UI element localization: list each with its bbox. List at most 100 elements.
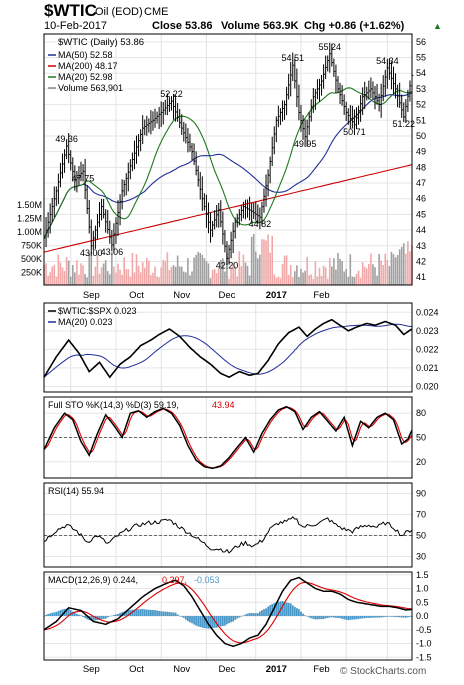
macd-histogram-bar [53, 612, 56, 616]
macd-histogram-bar [100, 616, 103, 620]
y-tick-label: 30 [416, 552, 426, 562]
macd-histogram-bar [172, 612, 175, 616]
price-annotation: 50.71 [343, 127, 366, 137]
volume-bar [119, 269, 121, 285]
macd-histogram-bar [195, 616, 198, 626]
macd-histogram-bar [400, 616, 403, 618]
panel-border [43, 302, 413, 393]
macd-histogram-bar [108, 616, 111, 617]
macd-histogram-bar [127, 610, 130, 616]
volume-bar [111, 251, 113, 285]
volume-bar [388, 266, 391, 285]
macd-histogram-bar [168, 612, 171, 616]
volume-bar [300, 269, 302, 285]
macd-histogram-bar [326, 616, 329, 618]
ticker-description: Oil (EOD) [95, 6, 143, 18]
y-tick-label: 45 [416, 209, 426, 219]
volume-bar [201, 254, 204, 285]
macd-histogram-bar [133, 609, 136, 616]
macd-histogram-bar [199, 616, 202, 628]
macd-histogram-bar [154, 610, 156, 616]
y-tick-label: 47 [416, 178, 426, 188]
macd-histogram-bar [281, 600, 284, 616]
volume-bar [335, 269, 337, 285]
volume-bar [320, 275, 323, 285]
y-tick-label: 46 [416, 194, 426, 204]
volume-bar [131, 253, 134, 285]
volume-bar [156, 276, 158, 285]
ratio-panel: 0.020 0.021 0.022 0.023 0.024 $WTIC:$SPX 0.02… [43, 302, 439, 393]
macd-histogram-bar [187, 616, 189, 622]
volume-bar [236, 276, 239, 285]
macd-histogram-bar [248, 613, 251, 616]
y-tick-label: 53 [416, 84, 426, 94]
volume-bar [337, 252, 339, 285]
macd-histogram-bar [380, 616, 383, 618]
volume-bar [261, 239, 263, 285]
macd-histogram-bar [341, 616, 344, 619]
volume-bar [209, 278, 212, 285]
volume-bar [339, 258, 341, 285]
macd-histogram-bar [121, 612, 124, 616]
volume-bar [304, 270, 306, 285]
volume-bar [104, 260, 107, 285]
y-tick-label: 48 [416, 162, 426, 172]
macd-histogram-bar [215, 616, 218, 628]
price-annotation: 43.06 [101, 247, 124, 257]
macd-histogram-bar [170, 612, 173, 616]
volume-bar [55, 276, 58, 285]
macd-histogram-bar [345, 616, 348, 620]
macd-histogram-bar [271, 604, 274, 616]
volume-bar [193, 257, 195, 285]
volume-bar [178, 266, 181, 285]
macd-histogram-bar [254, 613, 257, 616]
volume-bar [117, 263, 119, 285]
volume-bar [228, 278, 230, 285]
volume-bar [176, 255, 179, 285]
volume-bar [306, 256, 308, 285]
macd-histogram-bar [343, 616, 346, 620]
volume-bar [205, 261, 208, 285]
macd-histogram-bar [45, 614, 47, 616]
y-tick-label: -0.5 [416, 625, 432, 635]
macd-histogram-bar [209, 616, 212, 629]
volume-bar [133, 272, 136, 285]
macd-histogram-bar [269, 605, 272, 616]
macd-histogram-bar [193, 616, 195, 625]
header-close: Close 53.86 [152, 20, 213, 32]
macd-histogram-bar [143, 609, 146, 616]
macd-histogram-bar [300, 611, 302, 616]
volume-bar [308, 275, 311, 285]
header-volume: Volume 563.9K [221, 20, 298, 32]
volume-bar [382, 265, 385, 285]
volume-bar [158, 277, 160, 285]
macd-histogram-bar [322, 616, 325, 620]
macd-histogram-bar [273, 603, 276, 616]
volume-bar [310, 274, 313, 285]
price-title: $WTIC (Daily) 53.86 [58, 37, 144, 48]
volume-bar [314, 261, 317, 285]
volume-bar [160, 267, 162, 285]
chart-header: $WTIC Oil (EOD) CME 10-Feb-2017 Close 53… [44, 1, 442, 32]
volume-bar [162, 259, 165, 285]
macd-histogram-bar [351, 616, 354, 620]
volume-bar [394, 257, 397, 285]
x-tick-label: Oct [129, 664, 144, 675]
volume-bar [82, 265, 84, 285]
macd-histogram-bar [67, 608, 70, 616]
macd-histogram-bar [84, 616, 87, 619]
macd-histogram-bar [363, 616, 366, 619]
x-tick-label: Feb [313, 664, 329, 675]
macd-histogram-bar [310, 616, 313, 619]
panel-border [43, 571, 413, 661]
macd-histogram-bar [158, 610, 161, 616]
macd-histogram-bar [174, 612, 177, 616]
legend-entry: Full STO %K(14,3) %D(3) 59.19, [48, 400, 179, 410]
macd-histogram-bar [337, 616, 339, 618]
volume-bar [100, 267, 103, 285]
macd-histogram-bar [228, 616, 230, 624]
volume-bar [326, 278, 329, 285]
macd-histogram-bar [302, 613, 304, 616]
macd-histogram-bar [86, 616, 89, 620]
